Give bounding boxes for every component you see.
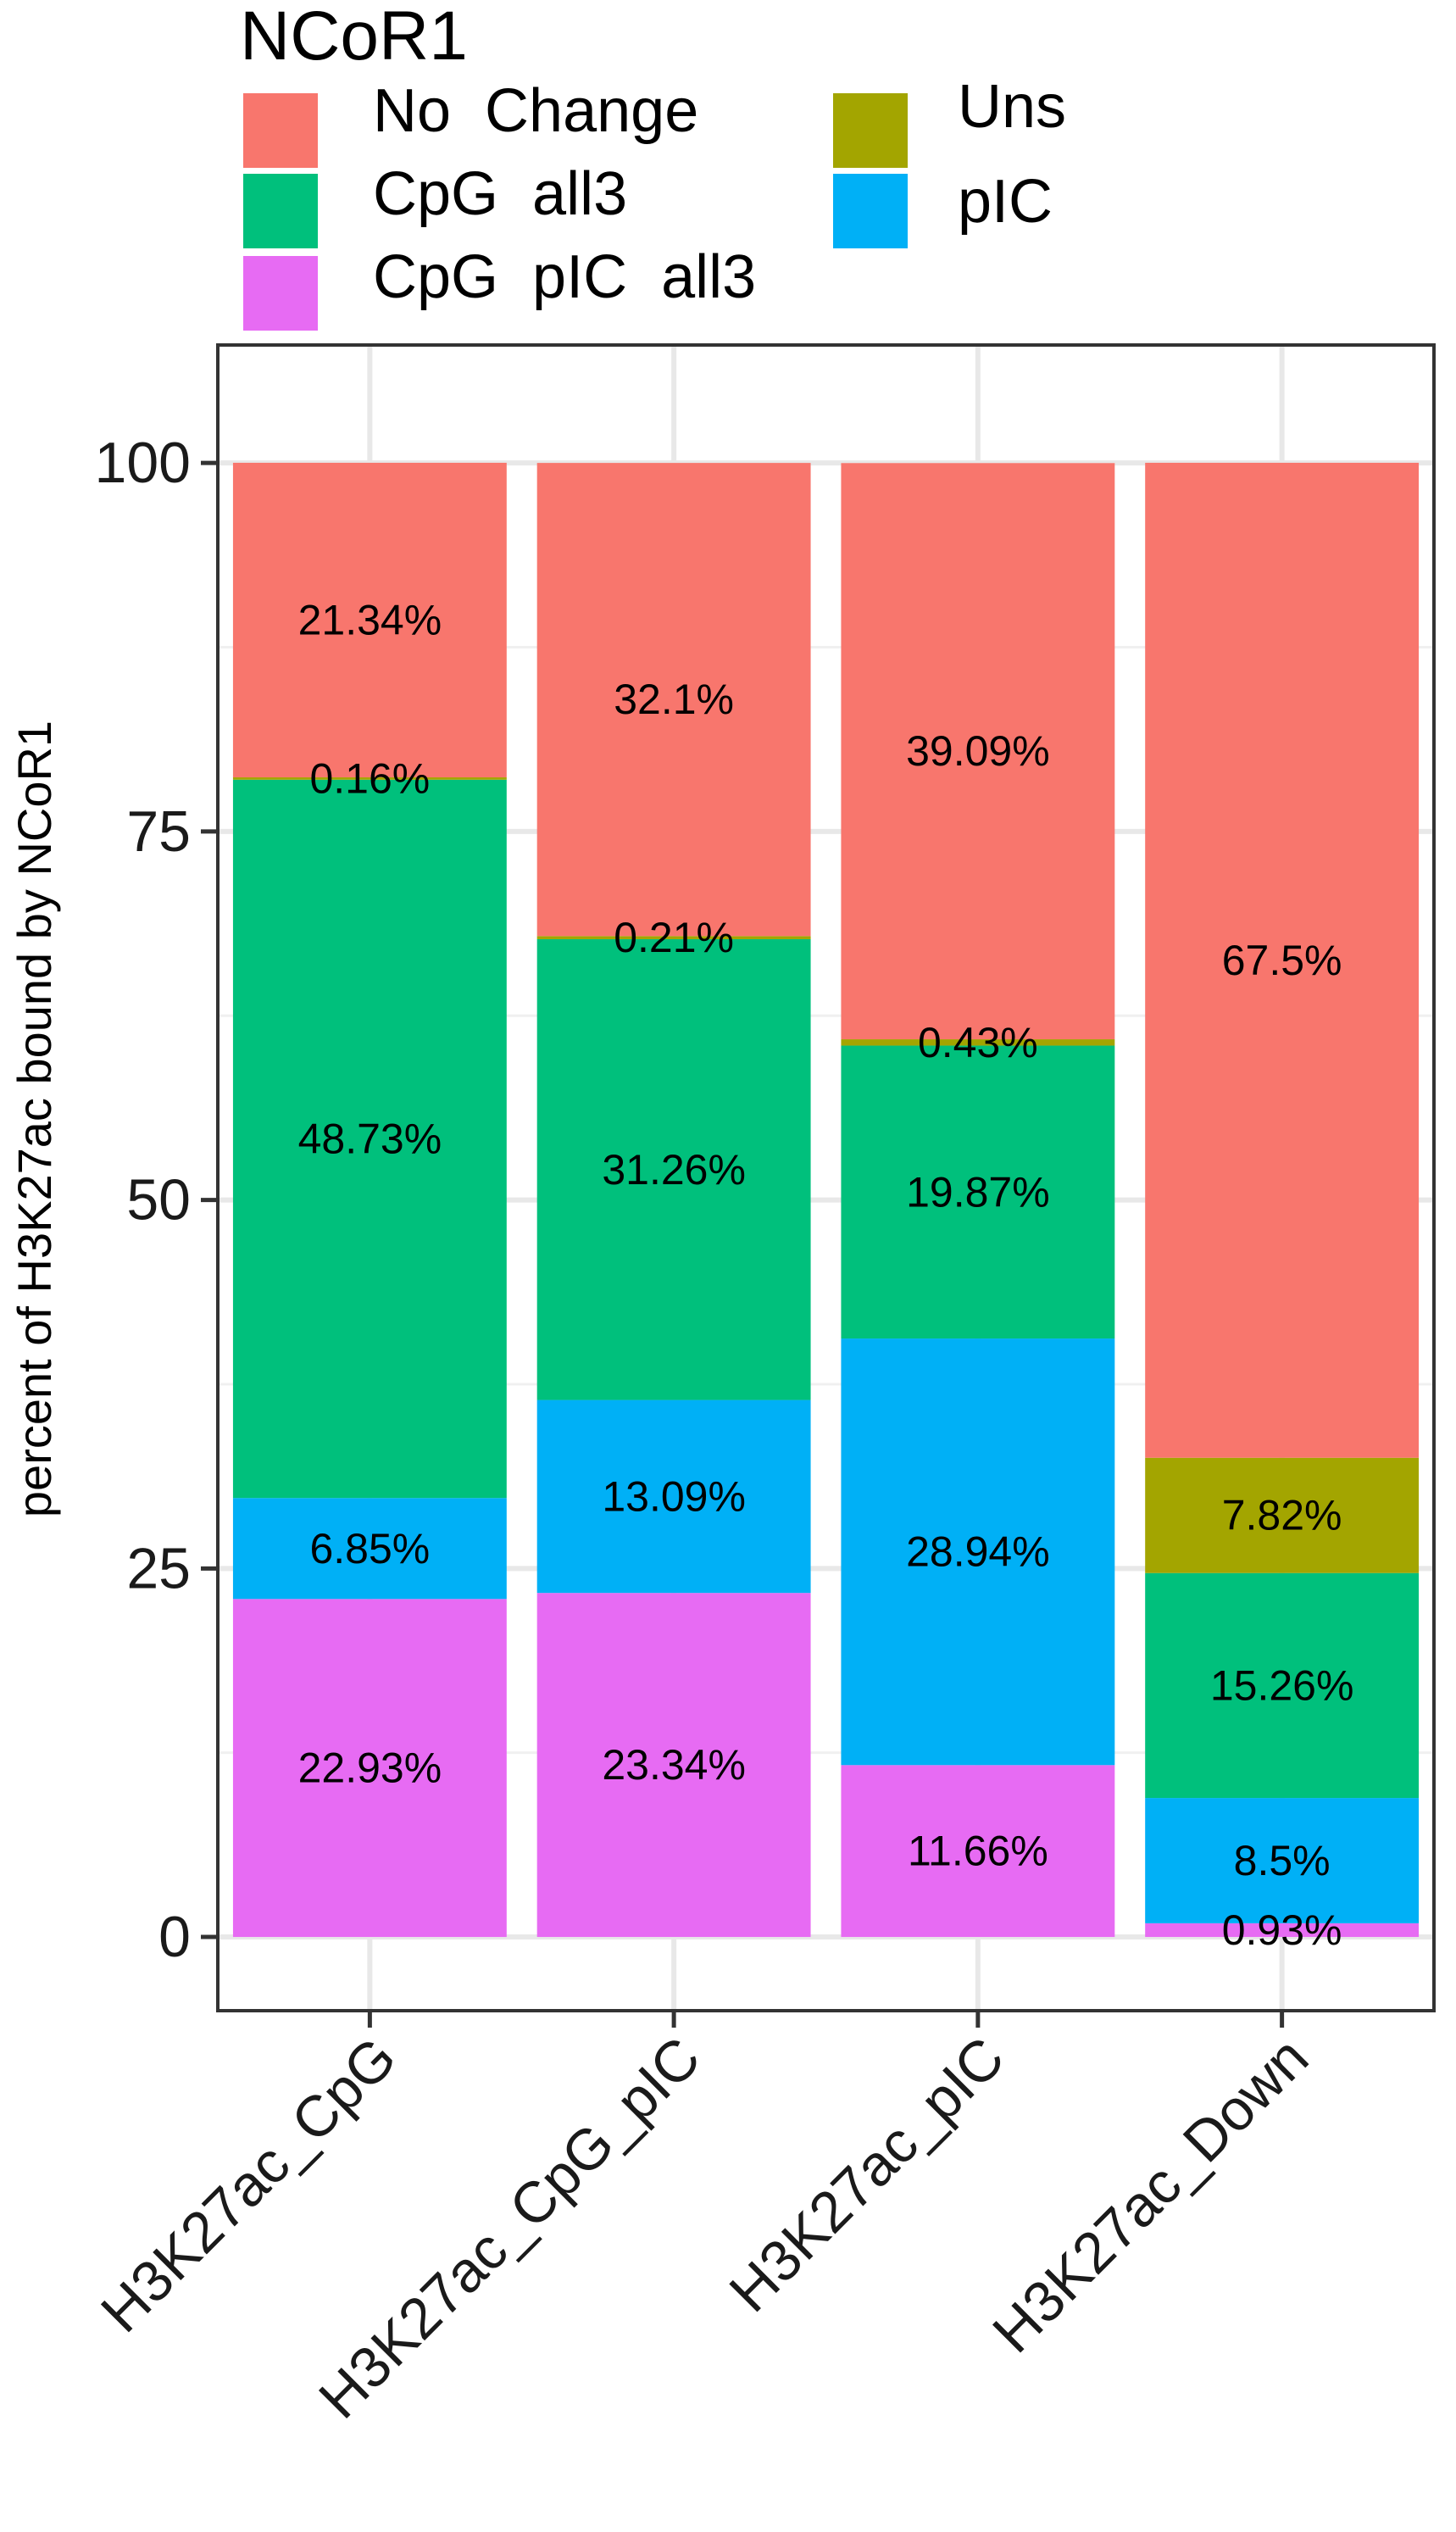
data-label: 39.09% xyxy=(906,727,1050,775)
y-tick-label: 100 xyxy=(95,431,191,495)
bar-segment xyxy=(232,1498,507,1600)
bar-segment xyxy=(841,1039,1115,1046)
bar-segment xyxy=(536,936,811,939)
y-tick-label: 0 xyxy=(158,1905,191,1969)
legend-label: No Change xyxy=(373,77,698,145)
x-tick-label: H3K27ac_pIC xyxy=(717,2025,1016,2324)
data-label: 31.26% xyxy=(602,1146,746,1194)
legend-key xyxy=(833,174,908,248)
legend-key xyxy=(833,93,908,168)
bar-segment xyxy=(1145,1798,1420,1923)
bar-segment xyxy=(232,777,507,780)
plot-panel: 22.93% 23.34% 11.66% 0.93% 6.85% 13.09% 28.94%… xyxy=(216,343,1436,2012)
data-label: 0.43% xyxy=(918,1019,1038,1066)
y-axis: 0 25 50 75 100 xyxy=(95,431,218,1969)
data-label: 13.09% xyxy=(602,1472,746,1520)
data-label: 28.94% xyxy=(906,1528,1050,1576)
legend-label: CpG all3 xyxy=(373,160,627,228)
data-label: 21.34% xyxy=(298,596,442,643)
bar-segment xyxy=(841,1045,1115,1339)
bar-segment xyxy=(841,463,1115,1040)
y-tick-label: 50 xyxy=(126,1168,191,1233)
data-label: 19.87% xyxy=(906,1168,1050,1216)
bar-segment xyxy=(536,938,811,1400)
legend-label: Uns xyxy=(958,73,1066,141)
bar-segment xyxy=(232,1599,507,1938)
x-tick-label: H3K27ac_CpG xyxy=(89,2025,408,2345)
x-tick-label: H3K27ac_Down xyxy=(981,2025,1320,2365)
data-label: 15.26% xyxy=(1210,1661,1354,1709)
bar-segment xyxy=(536,1593,811,1938)
data-label: 8.5% xyxy=(1234,1837,1331,1884)
data-label: 23.34% xyxy=(602,1741,746,1789)
bar-segment xyxy=(536,1400,811,1594)
y-tick-label: 25 xyxy=(126,1536,191,1600)
legend-title: NCoR1 xyxy=(240,0,468,75)
bar-segment xyxy=(1145,1923,1420,1938)
data-label: 11.66% xyxy=(908,1828,1048,1875)
bar-segment xyxy=(1145,1572,1420,1799)
bar-segment xyxy=(841,1338,1115,1766)
data-label: 67.5% xyxy=(1222,937,1342,984)
legend-key xyxy=(243,93,318,168)
data-label: 32.1% xyxy=(614,676,734,723)
y-tick-label: 75 xyxy=(126,799,191,864)
bar-segment xyxy=(536,463,811,937)
data-label: 0.93% xyxy=(1222,1906,1342,1954)
bar-segment xyxy=(1145,462,1420,1458)
bar-segment xyxy=(841,1765,1115,1938)
data-label: 6.85% xyxy=(309,1525,430,1572)
data-label: 22.93% xyxy=(298,1745,442,1792)
bar-segment xyxy=(232,779,507,1499)
bar-segment xyxy=(232,462,507,778)
data-label: 0.21% xyxy=(614,914,734,961)
legend-key xyxy=(243,174,318,248)
legend-key xyxy=(243,256,318,331)
panel-border xyxy=(216,343,1436,2012)
data-label: 0.16% xyxy=(309,754,430,802)
legend-label: CpG pIC all3 xyxy=(373,243,756,311)
bar-segment xyxy=(1145,1457,1420,1573)
y-axis-title: percent of H3K27ac bound by NCoR1 xyxy=(8,721,61,1517)
data-label: 7.82% xyxy=(1222,1492,1342,1539)
data-label: 48.73% xyxy=(298,1116,442,1163)
legend-label: pIC xyxy=(958,168,1053,236)
